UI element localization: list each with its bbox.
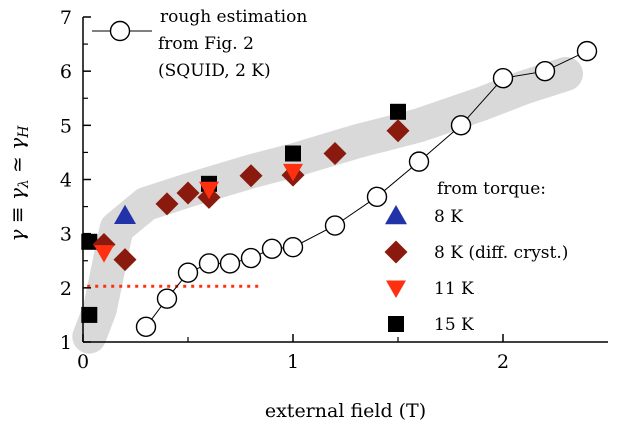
data-point-open-circle bbox=[534, 60, 556, 82]
data-point-diamond bbox=[386, 119, 410, 143]
y-axis-label: γ ≡ γλ ≃ γH bbox=[5, 125, 32, 242]
y-tick-label: 2 bbox=[60, 278, 72, 300]
series-triangle-down bbox=[94, 163, 303, 263]
data-point-open-circle bbox=[282, 237, 304, 258]
y-axis-label-subscript-h: H bbox=[16, 125, 32, 139]
data-point-open-circle bbox=[324, 215, 346, 236]
y-tick-label: 6 bbox=[60, 61, 72, 83]
data-point-square bbox=[81, 233, 98, 250]
data-point-open-circle bbox=[366, 186, 388, 208]
y-axis-label-part-3: ≃ γ bbox=[5, 138, 29, 179]
data-point-open-circle bbox=[240, 247, 262, 269]
x-axis-label: external field (T) bbox=[265, 400, 426, 422]
data-point-open-circle bbox=[408, 151, 430, 172]
data-point-open-circle bbox=[261, 238, 283, 260]
legend-marker-diamond bbox=[384, 240, 408, 264]
series-triangle-up bbox=[114, 204, 136, 225]
data-point-open-circle bbox=[198, 253, 220, 274]
legend-label: 11 K bbox=[434, 279, 474, 299]
y-tick-label: 4 bbox=[60, 170, 72, 192]
data-point-diamond bbox=[113, 248, 137, 272]
legend: rough estimation from Fig. 2 (SQUID, 2 K) f… bbox=[92, 7, 568, 335]
data-point-open-circle bbox=[177, 262, 199, 283]
legend-heading-torque: from torque: bbox=[437, 179, 546, 199]
x-tick-label: 0 bbox=[77, 351, 89, 373]
y-axis-label-subscript-lambda: λ bbox=[16, 179, 32, 189]
data-point-open-circle bbox=[219, 253, 241, 274]
series-layer bbox=[81, 40, 598, 338]
data-point-diamond bbox=[239, 164, 263, 188]
y-tick-label: 3 bbox=[60, 224, 72, 246]
data-point-triangle-down bbox=[283, 163, 303, 182]
data-point-triangle-up bbox=[114, 204, 136, 225]
data-point-square bbox=[285, 145, 301, 162]
x-tick-label: 1 bbox=[287, 351, 299, 373]
y-tick-label: 1 bbox=[60, 332, 72, 354]
gray-band bbox=[72, 56, 583, 354]
legend-label: 8 K (diff. cryst.) bbox=[434, 243, 568, 263]
gray-band-layer bbox=[72, 56, 583, 354]
data-point-diamond bbox=[155, 192, 179, 216]
legend-label: 15 K bbox=[434, 315, 474, 335]
legend-label: 8 K bbox=[434, 207, 463, 227]
data-point-open-circle bbox=[492, 68, 514, 89]
legend-marker-triangle-up bbox=[385, 205, 407, 225]
x-tick-label: 2 bbox=[497, 351, 509, 373]
data-point-square bbox=[81, 306, 98, 323]
data-point-open-circle bbox=[135, 316, 157, 338]
legend-marker-open-circle bbox=[109, 20, 131, 42]
data-point-open-circle bbox=[450, 115, 472, 136]
data-point-triangle-down bbox=[94, 245, 114, 263]
data-point-open-circle bbox=[156, 288, 178, 309]
series-open-circle bbox=[135, 40, 598, 338]
data-point-triangle-down bbox=[199, 181, 219, 200]
y-axis-label-part-1: γ ≡ γ bbox=[5, 188, 29, 241]
y-tick-label: 7 bbox=[60, 7, 72, 29]
y-tick-label: 5 bbox=[60, 115, 72, 137]
legend-label-squid: from Fig. 2 bbox=[158, 34, 254, 54]
data-point-diamond bbox=[176, 181, 200, 205]
data-point-open-circle bbox=[576, 40, 598, 62]
data-point-square bbox=[390, 103, 406, 120]
legend-marker-triangle-down bbox=[386, 280, 406, 298]
data-point-diamond bbox=[323, 142, 347, 165]
legend-label-squid: rough estimation bbox=[160, 7, 307, 27]
legend-marker-square bbox=[388, 316, 404, 332]
legend-label-squid: (SQUID, 2 K) bbox=[158, 61, 271, 81]
